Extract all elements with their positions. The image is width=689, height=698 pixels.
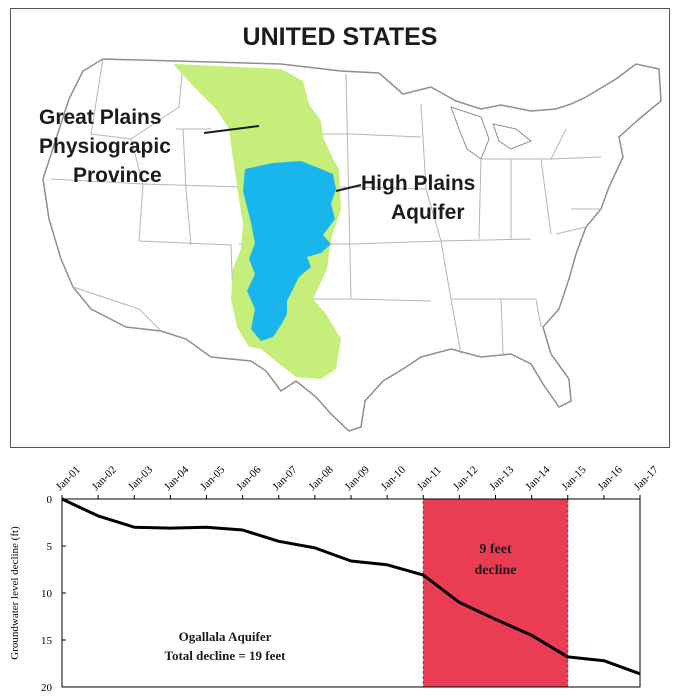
aquifer-leader-line <box>335 184 362 192</box>
x-tick-label: Jan-01 <box>54 464 83 493</box>
map-title: UNITED STATES <box>242 23 438 51</box>
us-map <box>42 58 662 432</box>
y-tick-label: 5 <box>47 541 53 553</box>
y-tick-label: 20 <box>41 682 53 694</box>
x-tick-label: Jan-15 <box>559 464 589 494</box>
x-tick-label: Jan-06 <box>234 464 264 494</box>
x-tick-label: Jan-11 <box>415 464 444 493</box>
x-tick-label: Jan-08 <box>307 464 337 494</box>
province-label-line-3: Province <box>73 164 162 187</box>
x-tick-label: Jan-03 <box>126 464 156 494</box>
x-tick-label: Jan-12 <box>451 464 480 493</box>
province-label-line-1: Great Plains <box>39 106 162 129</box>
x-tick-label: Jan-04 <box>162 464 192 494</box>
x-tick-label: Jan-02 <box>90 464 119 493</box>
x-tick-label: Jan-14 <box>523 464 553 494</box>
us-map-panel: UNITED STATES Great Plains Physiograpic … <box>10 8 670 448</box>
aquifer-label-line-2: Aquifer <box>391 201 465 224</box>
x-axis-ticks: Jan-01 Jan-02 Jan-03 Jan-04 Jan-05 Jan-06 Jan-… <box>54 464 662 499</box>
x-tick-label: Jan-13 <box>487 464 517 494</box>
aquifer-label: High Plains Aquifer <box>361 169 475 227</box>
decline-series-line <box>61 497 641 676</box>
highlight-label-line: decline <box>475 563 517 578</box>
x-tick-label: Jan-17 <box>632 464 662 494</box>
y-axis-label: Groundwater level decline (ft) <box>9 526 21 660</box>
aquifer-label-line-1: High Plains <box>361 172 476 195</box>
y-tick-label: 15 <box>41 635 53 647</box>
x-tick-label: Jan-16 <box>596 464 626 494</box>
annotation-line: Ogallala Aquifer <box>179 629 272 644</box>
province-label: Great Plains Physiograpic Province <box>39 103 171 190</box>
annotation-line: Total decline = 19 feet <box>164 648 286 663</box>
high-plains-aquifer-region <box>243 161 336 341</box>
x-tick-label: Jan-07 <box>270 464 300 494</box>
province-leader-line <box>203 125 260 134</box>
x-tick-label: Jan-10 <box>379 464 409 494</box>
series-group <box>61 497 641 676</box>
y-tick-label: 10 <box>41 588 53 600</box>
y-tick-label: 0 <box>47 494 53 506</box>
total-decline-annotation: Ogallala Aquifer Total decline = 19 feet <box>164 629 286 663</box>
x-tick-label: Jan-05 <box>198 464 228 494</box>
highlight-label-line: 9 feet <box>479 542 512 557</box>
province-label-line-2: Physiograpic <box>39 135 171 158</box>
x-tick-label: Jan-09 <box>343 464 373 494</box>
